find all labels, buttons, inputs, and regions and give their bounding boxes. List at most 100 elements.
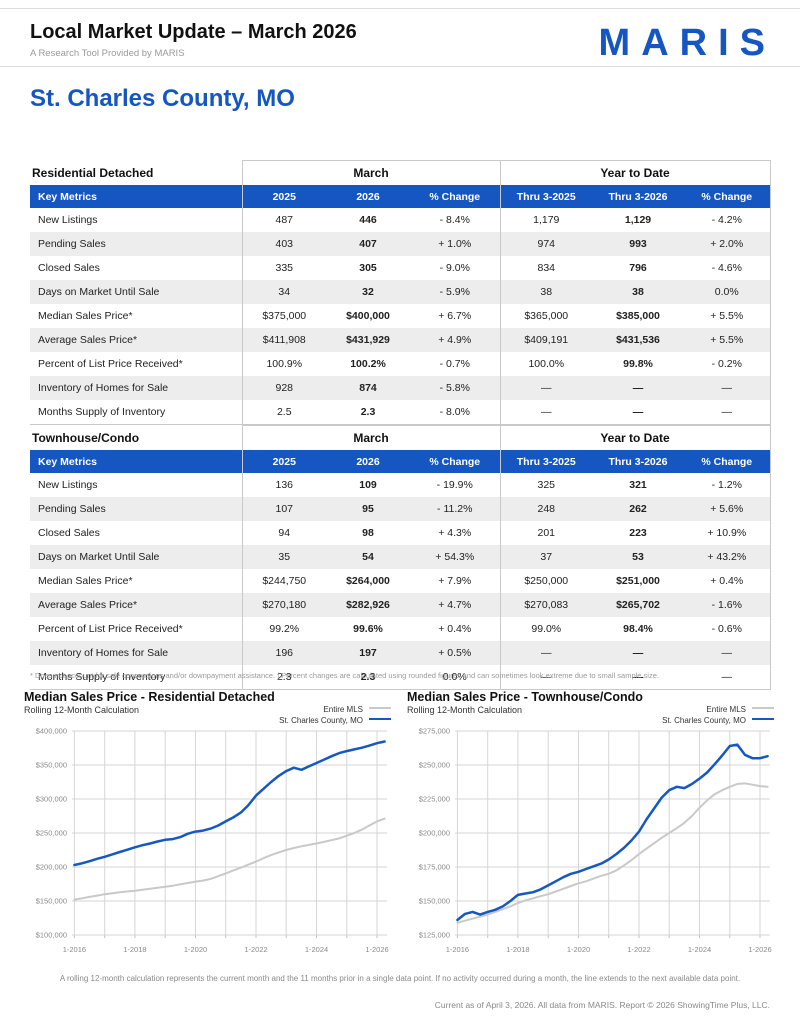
column-header: 2026: [326, 185, 410, 208]
column-header: % Change: [684, 450, 771, 473]
metric-value: - 5.8%: [410, 376, 500, 400]
svg-text:1-2024: 1-2024: [305, 945, 328, 954]
table-group-header-row: Residential Detached March Year to Date: [30, 160, 771, 185]
metric-value: 201: [499, 521, 592, 545]
svg-text:$250,000: $250,000: [419, 761, 450, 770]
metric-name: Months Supply of Inventory: [30, 665, 242, 690]
svg-text:1-2016: 1-2016: [446, 945, 469, 954]
metric-value: 34: [241, 280, 326, 304]
svg-text:1-2022: 1-2022: [627, 945, 650, 954]
maris-logo: MARIS: [598, 22, 776, 64]
metric-value: + 6.7%: [410, 304, 500, 328]
column-group-year-to-date: Year to Date: [499, 425, 771, 450]
metric-name: Average Sales Price*: [30, 328, 242, 352]
metric-value: 223: [592, 521, 684, 545]
column-header: Thru 3-2026: [592, 450, 684, 473]
svg-text:1-2018: 1-2018: [123, 945, 146, 954]
metric-value: $265,702: [592, 593, 684, 617]
table-row: Average Sales Price* $270,180 $282,926 + 4.…: [30, 593, 771, 617]
report-subtitle: A Research Tool Provided by MARIS: [30, 48, 185, 59]
metric-value: 248: [499, 497, 592, 521]
metric-value: 0.0%: [684, 280, 771, 304]
table-section-title: Townhouse/Condo: [30, 425, 242, 450]
svg-text:$200,000: $200,000: [419, 829, 450, 838]
legend-label: Entire MLS: [706, 705, 746, 714]
svg-text:$200,000: $200,000: [36, 863, 67, 872]
line-chart-svg: $100,000 $150,000 $200,000 $250,000 $300,000…: [36, 727, 389, 955]
metric-value: - 19.9%: [410, 473, 500, 497]
table-row: Percent of List Price Received* 99.2% 99.6…: [30, 617, 771, 641]
region-title: St. Charles County, MO: [30, 85, 295, 112]
metric-value: + 0.5%: [410, 641, 500, 665]
metric-value: - 11.2%: [410, 497, 500, 521]
metric-value: 487: [241, 208, 326, 232]
table-row: Average Sales Price* $411,908 $431,929 + 4.…: [30, 328, 771, 352]
legend-line-swatch: [752, 717, 774, 721]
metric-value: + 10.9%: [684, 521, 771, 545]
column-header: Key Metrics: [30, 450, 242, 473]
table-row: Pending Sales 403 407 + 1.0% 974 993 + 2.0%: [30, 232, 771, 256]
metric-value: 38: [499, 280, 592, 304]
metric-value: 2.3: [326, 400, 410, 425]
header-rule: [0, 66, 800, 67]
column-header: % Change: [684, 185, 771, 208]
metric-value: - 0.7%: [410, 352, 500, 376]
metric-value: 99.0%: [499, 617, 592, 641]
metric-name: New Listings: [30, 473, 242, 497]
metric-value: 325: [499, 473, 592, 497]
table-row: Days on Market Until Sale 34 32- 5.9% 38 38 0…: [30, 280, 771, 304]
metric-value: 335: [241, 256, 326, 280]
svg-text:1-2016: 1-2016: [63, 945, 86, 954]
table-row: Days on Market Until Sale 35 54 + 54.3% 37 53…: [30, 545, 771, 569]
metric-value: - 4.6%: [684, 256, 771, 280]
metric-value: 99.8%: [592, 352, 684, 376]
svg-text:1-2022: 1-2022: [244, 945, 267, 954]
svg-text:1-2020: 1-2020: [184, 945, 207, 954]
metric-value: —: [684, 376, 771, 400]
table-row: Median Sales Price* $244,750 $264,000 + 7.9…: [30, 569, 771, 593]
metric-name: Months Supply of Inventory: [30, 400, 242, 425]
metric-value: 0.0%: [410, 665, 500, 690]
table-row: New Listings 136 109- 19.9% 325 321- 1.2%: [30, 473, 771, 497]
metric-value: + 5.5%: [684, 328, 771, 352]
table-section-title: Residential Detached: [30, 160, 242, 185]
metric-value: 95: [326, 497, 410, 521]
metric-value: 403: [241, 232, 326, 256]
metric-value: 407: [326, 232, 410, 256]
svg-text:1-2026: 1-2026: [365, 945, 388, 954]
metric-value: 993: [592, 232, 684, 256]
metric-value: —: [592, 641, 684, 665]
metric-value: 321: [592, 473, 684, 497]
metric-name: Percent of List Price Received*: [30, 352, 242, 376]
svg-text:1-2026: 1-2026: [748, 945, 771, 954]
metric-value: + 7.9%: [410, 569, 500, 593]
metric-value: 53: [592, 545, 684, 569]
column-header: 2025: [241, 450, 326, 473]
metric-value: + 5.6%: [684, 497, 771, 521]
metric-value: 2.3: [241, 665, 326, 690]
metric-value: 99.2%: [241, 617, 326, 641]
column-header: 2025: [241, 185, 326, 208]
table-row: Months Supply of Inventory 2.5 2.3- 8.0% — —…: [30, 400, 771, 425]
column-header: Thru 3-2025: [499, 450, 592, 473]
metric-value: $251,000: [592, 569, 684, 593]
metric-value: + 2.0%: [684, 232, 771, 256]
metric-name: Inventory of Homes for Sale: [30, 376, 242, 400]
metrics-table: Townhouse/Condo March Year to Date Key Metr…: [30, 425, 771, 690]
metric-value: 197: [326, 641, 410, 665]
column-group-year-to-date: Year to Date: [499, 160, 771, 185]
metric-value: 2.5: [241, 400, 326, 425]
metric-value: —: [499, 400, 592, 425]
legend-line-swatch: [752, 706, 774, 709]
metric-name: Percent of List Price Received*: [30, 617, 242, 641]
metric-value: $375,000: [241, 304, 326, 328]
metric-value: 100.2%: [326, 352, 410, 376]
column-header: % Change: [410, 185, 500, 208]
current-as-of-note: Current as of April 3, 2026. All data fr…: [434, 1000, 770, 1010]
metric-value: 928: [241, 376, 326, 400]
chart-residential-detached: Median Sales Price - Residential Detache…: [24, 690, 393, 957]
metric-value: 107: [241, 497, 326, 521]
chart-subtitle: Rolling 12-Month Calculation: [407, 705, 523, 715]
column-header: 2026: [326, 450, 410, 473]
